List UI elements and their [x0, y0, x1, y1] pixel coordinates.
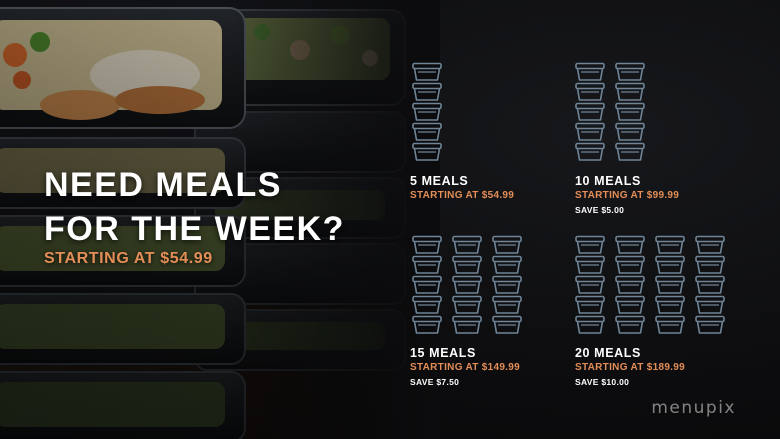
- meal-container-icon: [653, 255, 687, 275]
- meal-icon-grid: [410, 235, 524, 335]
- meal-container-icon: [450, 275, 484, 295]
- package-name: 20 MEALS: [575, 346, 641, 360]
- meal-container-icon: [613, 102, 647, 122]
- meal-container-icon: [653, 275, 687, 295]
- package-savings: SAVE $5.00: [575, 205, 625, 215]
- meal-container-icon: [693, 275, 727, 295]
- meal-container-icon: [410, 275, 444, 295]
- meal-container-icon: [490, 275, 524, 295]
- meal-container-icon: [613, 235, 647, 255]
- meal-container-icon: [693, 295, 727, 315]
- meal-container-icon: [573, 255, 607, 275]
- package-name: 15 MEALS: [410, 346, 476, 360]
- meal-container-icon: [573, 62, 607, 82]
- meal-container-icon: [613, 82, 647, 102]
- package-name: 10 MEALS: [575, 174, 641, 188]
- photo-fade: [0, 0, 440, 439]
- meal-icon-grid: [410, 62, 444, 162]
- meal-container-icon: [450, 295, 484, 315]
- meal-container-icon: [613, 142, 647, 162]
- package-5-meals: [410, 62, 444, 162]
- meal-container-icon: [490, 255, 524, 275]
- package-price: STARTING AT $99.99: [575, 190, 680, 201]
- meal-container-icon: [653, 315, 687, 335]
- meal-container-icon: [450, 235, 484, 255]
- meal-container-icon: [410, 255, 444, 275]
- meal-container-icon: [573, 235, 607, 255]
- meal-container-icon: [450, 315, 484, 335]
- package-15-meals: [410, 235, 524, 335]
- meal-container-icon: [490, 315, 524, 335]
- package-price: STARTING AT $149.99: [410, 362, 520, 373]
- meal-container-icon: [410, 295, 444, 315]
- package-savings: SAVE $7.50: [410, 377, 460, 387]
- package-20-meals: [573, 235, 727, 335]
- meal-container-icon: [693, 255, 727, 275]
- meal-container-icon: [693, 235, 727, 255]
- meal-container-icon: [573, 102, 607, 122]
- meal-container-icon: [653, 295, 687, 315]
- meal-container-icon: [410, 142, 444, 162]
- headline-line-1: NEED MEALS: [44, 166, 282, 204]
- package-name: 5 MEALS: [410, 174, 469, 188]
- meal-container-icon: [613, 315, 647, 335]
- package-price: STARTING AT $54.99: [410, 190, 515, 201]
- meal-container-icon: [573, 142, 607, 162]
- meal-container-icon: [490, 235, 524, 255]
- meal-container-icon: [450, 255, 484, 275]
- headline-line-2: FOR THE WEEK?: [44, 210, 345, 248]
- meal-container-icon: [573, 315, 607, 335]
- meal-icon-grid: [573, 62, 647, 162]
- meal-container-icon: [410, 62, 444, 82]
- meal-container-icon: [613, 275, 647, 295]
- meal-container-icon: [490, 295, 524, 315]
- meal-container-icon: [693, 315, 727, 335]
- meal-container-icon: [410, 235, 444, 255]
- meal-container-icon: [410, 315, 444, 335]
- meal-container-icon: [410, 102, 444, 122]
- meal-container-icon: [410, 122, 444, 142]
- package-savings: SAVE $10.00: [575, 377, 630, 387]
- meal-container-icon: [573, 275, 607, 295]
- meal-container-icon: [613, 255, 647, 275]
- headline-price: STARTING AT $54.99: [44, 250, 213, 267]
- menupix-watermark: menupix: [651, 398, 736, 418]
- package-price: STARTING AT $189.99: [575, 362, 685, 373]
- meal-container-icon: [613, 122, 647, 142]
- package-10-meals: [573, 62, 647, 162]
- meal-container-icon: [653, 235, 687, 255]
- meal-container-icon: [573, 122, 607, 142]
- meal-container-icon: [573, 82, 607, 102]
- meal-container-icon: [613, 62, 647, 82]
- meal-container-icon: [613, 295, 647, 315]
- meal-container-icon: [573, 295, 607, 315]
- meal-container-icon: [410, 82, 444, 102]
- meal-icon-grid: [573, 235, 727, 335]
